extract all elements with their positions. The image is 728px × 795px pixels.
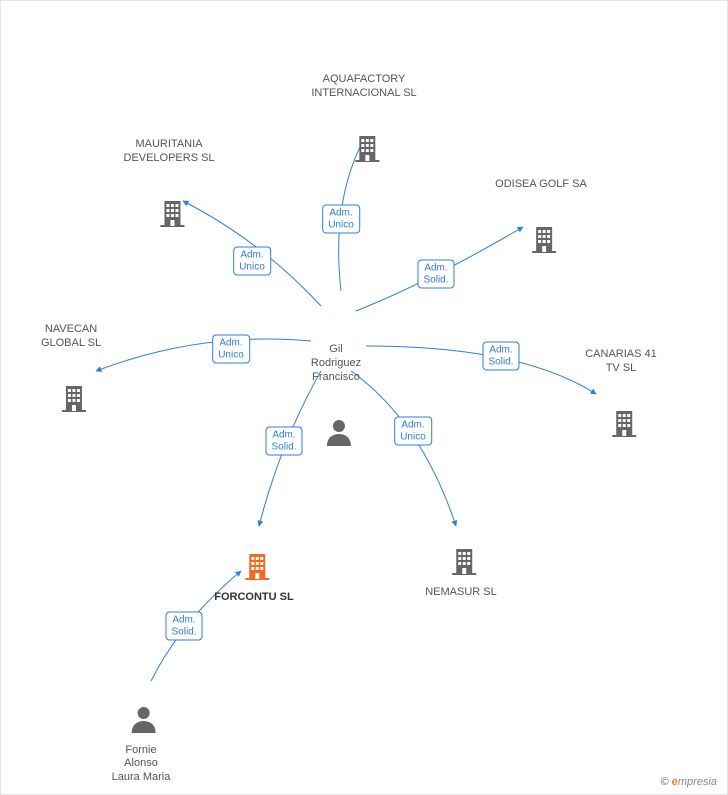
building-icon — [156, 197, 188, 229]
node-nemasur[interactable]: NEMASUR SL — [425, 531, 497, 599]
edge-label: Adm. Unico — [233, 247, 271, 276]
edge-label: Adm. Solid. — [165, 612, 202, 641]
building-icon — [351, 132, 383, 164]
building-icon — [608, 407, 640, 439]
edge-center_person-nemasur — [351, 371, 456, 526]
edge-label: Adm. Solid. — [482, 342, 519, 371]
diagram-canvas: Gil Rodriguez Francisco AQUAFACTORY INTE… — [0, 0, 728, 795]
edge-center_person-navecan — [96, 339, 311, 371]
node-label: ODISEA GOLF SA — [495, 178, 587, 192]
node-forcontu[interactable]: FORCONTU SL — [214, 536, 293, 604]
node-label: MAURITANIA DEVELOPERS SL — [123, 138, 214, 166]
copyright: © empresia — [661, 776, 717, 788]
edge-label: Adm. Unico — [212, 335, 250, 364]
person-icon — [323, 416, 355, 448]
node-aquafactory[interactable]: AQUAFACTORY INTERNACIONAL SL — [311, 71, 416, 169]
building-icon — [241, 550, 273, 582]
node-canarias[interactable]: CANARIAS 41 TV SL — [585, 346, 657, 444]
node-label: CANARIAS 41 TV SL — [585, 348, 657, 376]
node-navecan[interactable]: NAVECAN GLOBAL SL — [41, 321, 101, 419]
node-fornie[interactable]: Fornie Alonso Laura Maria — [112, 689, 171, 785]
edge-label: Adm. Solid. — [265, 427, 302, 456]
node-label: NAVECAN GLOBAL SL — [41, 323, 101, 351]
node-label: FORCONTU SL — [214, 591, 293, 605]
node-label: AQUAFACTORY INTERNACIONAL SL — [311, 73, 416, 101]
brand-rest: mpresia — [678, 776, 717, 788]
node-label: Gil Rodriguez Francisco — [311, 343, 361, 384]
node-odisea[interactable]: ODISEA GOLF SA — [495, 176, 587, 260]
building-icon — [448, 545, 480, 577]
person-icon — [128, 703, 160, 735]
edge-label: Adm. Unico — [394, 417, 432, 446]
edge-label: Adm. Unico — [322, 205, 360, 234]
edge-label: Adm. Solid. — [417, 260, 454, 289]
node-mauritania[interactable]: MAURITANIA DEVELOPERS SL — [123, 136, 214, 234]
copyright-symbol: © — [661, 776, 669, 788]
node-label: Fornie Alonso Laura Maria — [112, 744, 171, 785]
building-icon — [58, 382, 90, 414]
edge-center_person-canarias — [366, 346, 596, 394]
node-label: NEMASUR SL — [425, 586, 497, 600]
building-icon — [528, 223, 560, 255]
node-center_person[interactable]: Gil Rodriguez Francisco — [311, 341, 361, 453]
